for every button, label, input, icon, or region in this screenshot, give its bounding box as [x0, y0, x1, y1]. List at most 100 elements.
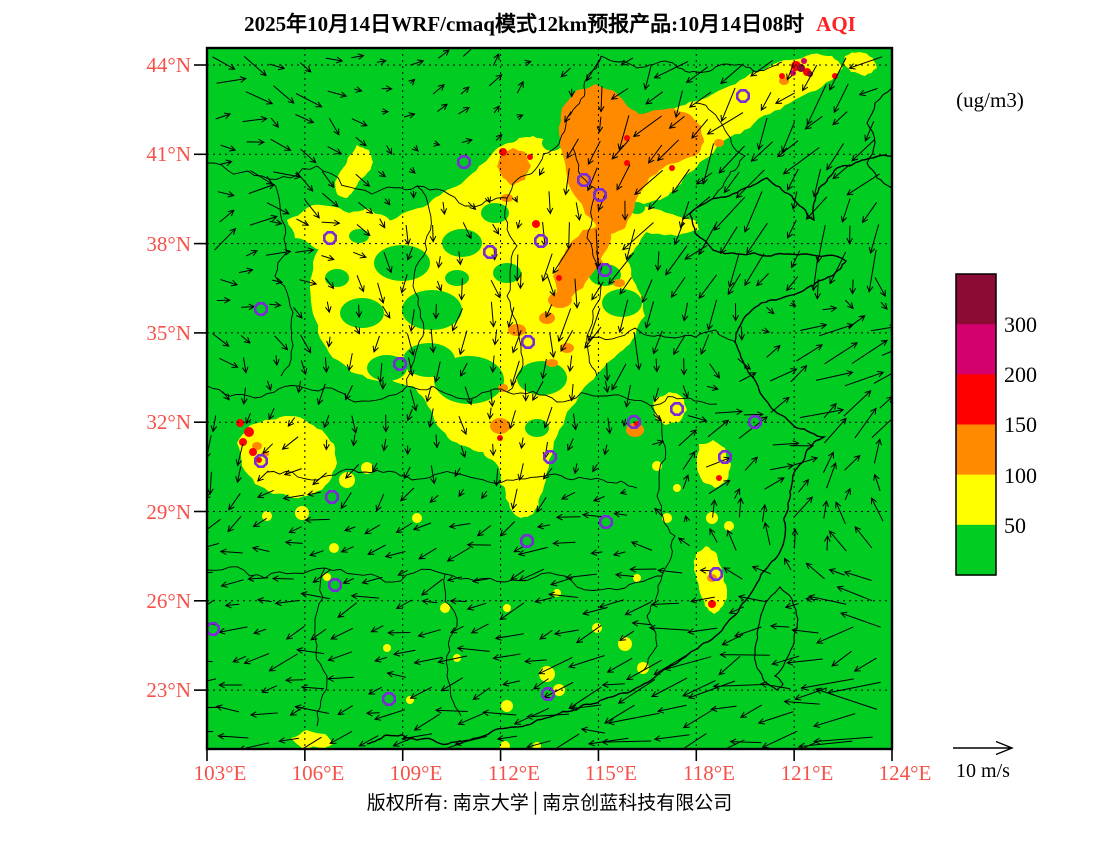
copyright-text: 版权所有: 南京大学│南京创蓝科技有限公司	[366, 793, 733, 814]
colorbar-cells	[956, 274, 996, 576]
city-marker	[576, 173, 592, 187]
aqi-usg-spot	[498, 384, 508, 392]
wind-legend-arrow-icon	[953, 740, 1014, 756]
aqi-moderate-spot	[724, 521, 734, 531]
aqi-moderate-spot	[412, 513, 422, 523]
lon-label: 121°E	[781, 761, 834, 785]
aqi-usg-spot	[779, 77, 789, 85]
colorbar-tick: 200	[1004, 362, 1037, 387]
aqi-usg-spot	[714, 139, 724, 147]
aqi-usg-spot	[252, 442, 262, 450]
aqi-good-patch	[542, 135, 562, 151]
aqi-unhealthy-spot	[532, 220, 540, 228]
aqi-pollution-layer	[236, 52, 877, 749]
aqi-good-patch	[367, 355, 407, 381]
aqi-moderate-region	[291, 730, 333, 749]
lon-label: 115°E	[585, 761, 637, 785]
aqi-moderate-spot	[329, 543, 339, 553]
city-marker	[735, 88, 751, 104]
aqi-unhealthy-spot	[556, 275, 562, 281]
city-marker	[592, 188, 608, 202]
aqi-good-patch	[602, 289, 642, 317]
lat-label: 38°N	[146, 232, 191, 256]
coastline	[366, 154, 892, 746]
city-marker	[540, 686, 556, 702]
unit-label: (ug/m3)	[956, 88, 1024, 112]
city-marker	[533, 234, 549, 248]
colorbar-segment	[956, 474, 996, 526]
city-marker	[519, 533, 535, 549]
aqi-unhealthy-spot	[239, 438, 247, 446]
aqi-moderate-spot	[633, 574, 641, 582]
lon-label: 124°E	[879, 761, 932, 785]
city-marker	[457, 155, 472, 169]
aqi-moderate-spot	[637, 662, 649, 674]
aqi-moderate-spot	[383, 644, 391, 652]
colorbar-tick: 300	[1004, 312, 1037, 337]
province-boundary	[443, 573, 462, 717]
aqi-moderate-spot	[440, 603, 450, 613]
lon-label: 118°E	[683, 761, 735, 785]
aqi-good-patch	[493, 263, 521, 283]
city-marker	[323, 231, 337, 245]
aqi-moderate-spot	[295, 506, 309, 520]
aqi-good-patch	[340, 298, 384, 328]
colorbar-tick: 150	[1004, 412, 1037, 437]
city-marker	[717, 449, 733, 465]
aqi-moderate-spot	[662, 513, 672, 523]
aqi-usg-spot	[613, 279, 625, 287]
aqi-very-unhealthy-spot	[790, 70, 796, 76]
lat-label: 32°N	[146, 410, 191, 434]
colorbar-tick: 100	[1004, 463, 1037, 488]
province-boundary	[207, 162, 508, 207]
aqi-good-patch	[442, 229, 482, 257]
korea-coastline	[866, 87, 892, 189]
city-marker	[669, 401, 685, 417]
aqi-unhealthy-spot	[249, 448, 257, 456]
aqi-good-patch	[325, 269, 349, 287]
title-pollutant-label: AQI	[816, 12, 856, 36]
aqi-usg-spot	[508, 324, 526, 336]
aqi-moderate-spot	[673, 484, 681, 492]
aqi-usg-spot	[490, 418, 510, 434]
map-canvas	[194, 46, 894, 761]
province-boundary	[406, 185, 432, 387]
city-marker	[393, 356, 407, 372]
province-boundary	[696, 102, 746, 199]
aqi-unhealthy-spot	[497, 435, 503, 441]
province-boundary	[504, 197, 524, 393]
aqi-moderate-spot	[503, 604, 511, 612]
title-text: 2025年10月14日WRF/cmaq模式12km预报产品:10月14日08时	[244, 12, 805, 36]
lon-label: 103°E	[194, 761, 247, 785]
longitude-axis: 103°E 106°E 109°E 112°E 115°E 118°E 121°…	[194, 761, 932, 785]
lon-label: 106°E	[292, 761, 345, 785]
aqi-moderate-spot	[501, 700, 513, 712]
city-marker	[325, 489, 339, 505]
city-marker	[598, 514, 614, 530]
wind-legend-label: 10 m/s	[956, 760, 1010, 782]
wind-speed-legend: 10 m/s	[953, 740, 1014, 782]
lon-label: 109°E	[390, 761, 443, 785]
aqi-moderate-spot	[323, 573, 331, 581]
colorbar-tick: 50	[1004, 513, 1026, 538]
city-marker	[382, 691, 396, 707]
axis-ticks	[194, 64, 893, 761]
colorbar-outline	[955, 273, 997, 576]
province-boundary	[406, 385, 718, 407]
aqi-moderate-spot	[706, 512, 718, 524]
province-boundary	[207, 385, 408, 403]
aqi-unhealthy-spot	[527, 154, 533, 160]
page-title: 2025年10月14日WRF/cmaq模式12km预报产品:10月14日08时 A…	[0, 8, 1100, 38]
aqi-unhealthy-spot	[236, 419, 244, 427]
city-marker	[542, 449, 558, 465]
aqi-good-patch	[481, 203, 509, 223]
lat-label: 44°N	[146, 53, 191, 77]
aqi-very-unhealthy-spot	[801, 58, 807, 64]
aqi-usg-spot	[546, 359, 558, 367]
map-frame	[205, 46, 894, 751]
city-marker	[708, 566, 724, 582]
city-marker	[482, 245, 498, 259]
aqi-usg-spot	[539, 312, 555, 324]
lat-label: 41°N	[146, 142, 191, 166]
